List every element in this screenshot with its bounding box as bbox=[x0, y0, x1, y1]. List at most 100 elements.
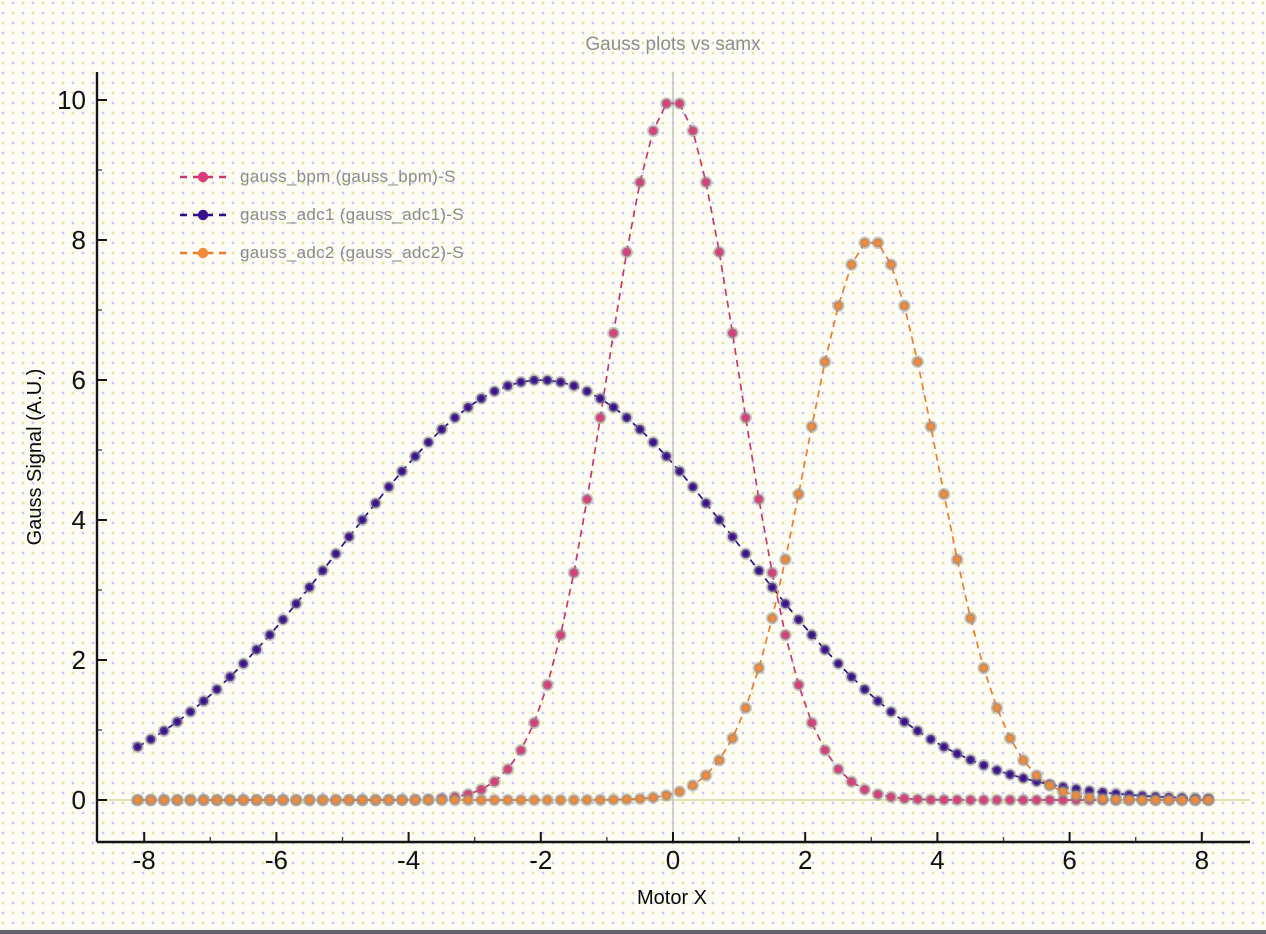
data-point-marker bbox=[157, 793, 171, 807]
data-point-marker bbox=[435, 793, 449, 807]
curve-line bbox=[137, 241, 1209, 801]
x-tick-label: -4 bbox=[397, 845, 420, 875]
data-point-marker bbox=[355, 793, 369, 807]
data-point-marker bbox=[474, 793, 488, 807]
data-point-marker bbox=[567, 793, 581, 807]
data-point-marker bbox=[250, 643, 263, 656]
x-tick-label: 0 bbox=[666, 845, 680, 875]
data-point-marker bbox=[382, 793, 396, 807]
data-point-marker bbox=[779, 553, 792, 566]
data-point-marker bbox=[1096, 792, 1109, 806]
data-point-marker bbox=[779, 597, 792, 611]
legend-marker-icon bbox=[180, 209, 226, 221]
data-point-marker bbox=[1149, 793, 1162, 807]
legend-item-gauss_bpm[interactable]: gauss_bpm (gauss_bpm)-S bbox=[179, 158, 464, 196]
data-point-marker bbox=[237, 793, 250, 807]
data-point-marker bbox=[461, 793, 475, 807]
data-point-marker bbox=[488, 775, 501, 789]
data-point-marker bbox=[805, 420, 819, 433]
data-point-marker bbox=[752, 492, 766, 506]
data-point-marker bbox=[832, 657, 845, 670]
data-point-marker bbox=[1003, 768, 1017, 781]
data-point-marker bbox=[1030, 769, 1043, 782]
data-point-marker bbox=[263, 793, 277, 807]
data-point-marker bbox=[1122, 793, 1136, 807]
legend-marker-icon bbox=[180, 247, 226, 259]
data-point-marker bbox=[739, 701, 753, 715]
data-point-marker bbox=[263, 628, 277, 642]
data-point-marker bbox=[884, 790, 898, 804]
data-point-marker bbox=[488, 384, 501, 398]
data-point-marker bbox=[726, 732, 739, 745]
data-point-marker bbox=[289, 597, 303, 611]
data-point-marker bbox=[1017, 793, 1030, 807]
data-point-marker bbox=[964, 753, 977, 767]
legend-item-gauss_adc1[interactable]: gauss_adc1 (gauss_adc1)-S bbox=[179, 196, 464, 234]
data-point-marker bbox=[1083, 791, 1096, 804]
data-point-marker bbox=[395, 793, 409, 807]
data-point-marker bbox=[673, 785, 686, 798]
data-point-marker bbox=[686, 779, 700, 792]
data-point-marker bbox=[594, 411, 607, 425]
data-point-marker bbox=[488, 793, 501, 807]
data-point-marker bbox=[871, 236, 885, 250]
data-point-marker bbox=[977, 661, 991, 675]
data-point-marker bbox=[144, 733, 158, 746]
series-layer bbox=[131, 97, 1215, 807]
data-point-marker bbox=[699, 769, 713, 782]
data-point-marker bbox=[461, 400, 475, 414]
data-point-marker bbox=[673, 97, 686, 110]
data-point-marker bbox=[964, 793, 977, 807]
data-point-marker bbox=[1003, 793, 1017, 807]
data-point-marker bbox=[1175, 793, 1189, 807]
data-point-marker bbox=[739, 547, 753, 561]
data-point-marker bbox=[210, 793, 224, 807]
data-point-marker bbox=[713, 513, 726, 527]
data-point-marker bbox=[527, 793, 541, 807]
data-point-marker bbox=[1017, 753, 1030, 767]
data-point-marker bbox=[950, 553, 964, 566]
data-point-marker bbox=[884, 258, 898, 271]
data-point-marker bbox=[765, 581, 779, 594]
data-point-marker bbox=[435, 423, 449, 436]
data-point-marker bbox=[911, 793, 924, 806]
data-point-marker bbox=[197, 694, 210, 708]
data-point-marker bbox=[554, 793, 567, 807]
data-point-marker bbox=[144, 793, 158, 807]
data-point-marker bbox=[977, 793, 991, 807]
data-point-marker bbox=[858, 683, 872, 696]
data-point-marker bbox=[329, 547, 343, 561]
data-point-marker bbox=[990, 793, 1004, 807]
data-point-marker bbox=[1056, 785, 1070, 798]
data-point-marker bbox=[1136, 793, 1149, 807]
data-point-marker bbox=[514, 375, 528, 389]
data-point-marker bbox=[792, 487, 805, 501]
x-tick-label: -6 bbox=[265, 845, 288, 875]
data-point-marker bbox=[223, 670, 237, 684]
data-point-marker bbox=[316, 793, 330, 807]
data-point-marker bbox=[554, 375, 567, 389]
data-point-marker bbox=[660, 449, 673, 463]
data-point-marker bbox=[937, 740, 951, 754]
data-point-marker bbox=[369, 496, 382, 510]
data-point-marker bbox=[355, 513, 369, 527]
data-point-marker bbox=[633, 423, 647, 436]
data-point-marker bbox=[620, 245, 634, 259]
data-point-marker bbox=[898, 715, 911, 729]
legend-item-gauss_adc2[interactable]: gauss_adc2 (gauss_adc2)-S bbox=[179, 234, 464, 272]
y-axis-label: Gauss Signal (A.U.) bbox=[24, 369, 46, 546]
data-point-marker bbox=[792, 613, 805, 626]
data-point-marker bbox=[422, 793, 435, 807]
data-point-marker bbox=[660, 97, 673, 110]
data-point-marker bbox=[950, 793, 964, 807]
curve-gauss_adc1 bbox=[131, 373, 1215, 805]
x-tick-label: -2 bbox=[529, 845, 552, 875]
data-point-marker bbox=[408, 793, 422, 807]
data-point-marker bbox=[342, 793, 356, 807]
data-point-marker bbox=[871, 694, 885, 708]
data-point-marker bbox=[448, 411, 462, 424]
data-point-marker bbox=[845, 775, 858, 789]
data-point-marker bbox=[805, 716, 819, 730]
data-point-marker bbox=[1043, 793, 1057, 807]
